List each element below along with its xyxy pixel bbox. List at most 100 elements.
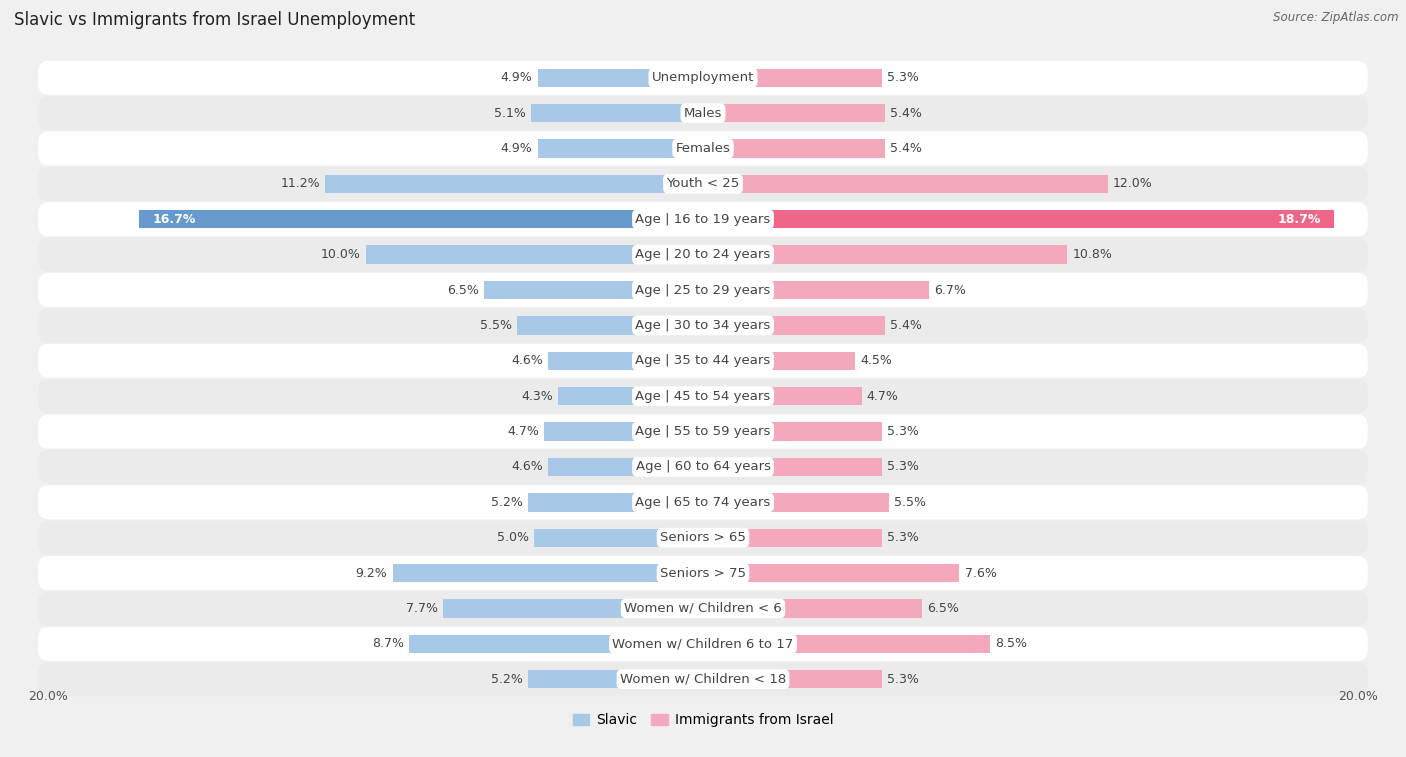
Bar bbox=[558, 387, 703, 406]
FancyBboxPatch shape bbox=[38, 132, 1368, 166]
Bar bbox=[703, 634, 990, 653]
Text: 9.2%: 9.2% bbox=[356, 566, 388, 580]
Text: Source: ZipAtlas.com: Source: ZipAtlas.com bbox=[1274, 11, 1399, 24]
Text: 4.7%: 4.7% bbox=[866, 390, 898, 403]
Bar bbox=[531, 104, 703, 123]
FancyBboxPatch shape bbox=[38, 415, 1368, 449]
Bar bbox=[484, 281, 703, 299]
FancyBboxPatch shape bbox=[38, 627, 1368, 661]
Text: Females: Females bbox=[675, 142, 731, 155]
Legend: Slavic, Immigrants from Israel: Slavic, Immigrants from Israel bbox=[567, 708, 839, 733]
Text: 6.5%: 6.5% bbox=[447, 284, 478, 297]
Text: Youth < 25: Youth < 25 bbox=[666, 177, 740, 191]
Text: Age | 45 to 54 years: Age | 45 to 54 years bbox=[636, 390, 770, 403]
Text: 5.4%: 5.4% bbox=[890, 319, 922, 332]
Text: 18.7%: 18.7% bbox=[1277, 213, 1320, 226]
Bar bbox=[703, 139, 886, 157]
Bar bbox=[548, 458, 703, 476]
FancyBboxPatch shape bbox=[38, 61, 1368, 95]
Bar bbox=[703, 493, 889, 512]
Bar bbox=[703, 245, 1067, 264]
Text: 4.5%: 4.5% bbox=[860, 354, 891, 367]
Text: Age | 20 to 24 years: Age | 20 to 24 years bbox=[636, 248, 770, 261]
Text: 5.0%: 5.0% bbox=[498, 531, 529, 544]
Bar bbox=[703, 422, 882, 441]
Bar bbox=[703, 281, 929, 299]
Text: Seniors > 65: Seniors > 65 bbox=[659, 531, 747, 544]
Text: 5.4%: 5.4% bbox=[890, 107, 922, 120]
Bar bbox=[409, 634, 703, 653]
Text: 7.6%: 7.6% bbox=[965, 566, 997, 580]
Text: 5.5%: 5.5% bbox=[481, 319, 512, 332]
Text: 5.5%: 5.5% bbox=[894, 496, 925, 509]
Text: Age | 25 to 29 years: Age | 25 to 29 years bbox=[636, 284, 770, 297]
FancyBboxPatch shape bbox=[38, 202, 1368, 236]
Bar bbox=[366, 245, 703, 264]
Bar bbox=[703, 69, 882, 87]
Bar bbox=[443, 600, 703, 618]
Bar bbox=[703, 104, 886, 123]
Text: 7.7%: 7.7% bbox=[406, 602, 439, 615]
Bar bbox=[517, 316, 703, 335]
Bar bbox=[703, 175, 1108, 193]
FancyBboxPatch shape bbox=[38, 556, 1368, 590]
Bar bbox=[548, 351, 703, 370]
Text: 4.9%: 4.9% bbox=[501, 142, 533, 155]
Text: Age | 60 to 64 years: Age | 60 to 64 years bbox=[636, 460, 770, 473]
Text: Women w/ Children 6 to 17: Women w/ Children 6 to 17 bbox=[613, 637, 793, 650]
Bar bbox=[703, 528, 882, 547]
Text: 5.1%: 5.1% bbox=[494, 107, 526, 120]
FancyBboxPatch shape bbox=[38, 273, 1368, 307]
Text: 8.5%: 8.5% bbox=[995, 637, 1026, 650]
Text: 12.0%: 12.0% bbox=[1114, 177, 1153, 191]
Text: Age | 65 to 74 years: Age | 65 to 74 years bbox=[636, 496, 770, 509]
Text: 4.6%: 4.6% bbox=[510, 460, 543, 473]
FancyBboxPatch shape bbox=[38, 379, 1368, 413]
Text: Slavic vs Immigrants from Israel Unemployment: Slavic vs Immigrants from Israel Unemplo… bbox=[14, 11, 415, 30]
Bar bbox=[392, 564, 703, 582]
Bar bbox=[703, 564, 959, 582]
Text: 8.7%: 8.7% bbox=[373, 637, 405, 650]
FancyBboxPatch shape bbox=[38, 662, 1368, 696]
FancyBboxPatch shape bbox=[38, 344, 1368, 378]
Bar bbox=[537, 69, 703, 87]
Text: Women w/ Children < 6: Women w/ Children < 6 bbox=[624, 602, 782, 615]
Bar bbox=[703, 210, 1334, 229]
Text: 4.7%: 4.7% bbox=[508, 425, 540, 438]
Text: Age | 16 to 19 years: Age | 16 to 19 years bbox=[636, 213, 770, 226]
Text: 6.7%: 6.7% bbox=[934, 284, 966, 297]
FancyBboxPatch shape bbox=[38, 591, 1368, 625]
Text: Males: Males bbox=[683, 107, 723, 120]
Text: 4.3%: 4.3% bbox=[522, 390, 553, 403]
Text: 4.6%: 4.6% bbox=[510, 354, 543, 367]
Text: 5.3%: 5.3% bbox=[887, 673, 918, 686]
Text: Women w/ Children < 18: Women w/ Children < 18 bbox=[620, 673, 786, 686]
Text: 20.0%: 20.0% bbox=[28, 690, 67, 703]
FancyBboxPatch shape bbox=[38, 96, 1368, 130]
Text: Age | 55 to 59 years: Age | 55 to 59 years bbox=[636, 425, 770, 438]
Text: Unemployment: Unemployment bbox=[652, 71, 754, 84]
Bar bbox=[139, 210, 703, 229]
FancyBboxPatch shape bbox=[38, 521, 1368, 555]
Text: Age | 35 to 44 years: Age | 35 to 44 years bbox=[636, 354, 770, 367]
Text: 5.3%: 5.3% bbox=[887, 71, 918, 84]
Bar bbox=[325, 175, 703, 193]
Bar bbox=[703, 600, 922, 618]
Text: 10.8%: 10.8% bbox=[1073, 248, 1112, 261]
Text: 5.2%: 5.2% bbox=[491, 673, 523, 686]
Bar bbox=[703, 387, 862, 406]
Text: Age | 30 to 34 years: Age | 30 to 34 years bbox=[636, 319, 770, 332]
Bar bbox=[703, 316, 886, 335]
Text: 4.9%: 4.9% bbox=[501, 71, 533, 84]
Text: 10.0%: 10.0% bbox=[321, 248, 360, 261]
FancyBboxPatch shape bbox=[38, 238, 1368, 272]
Text: 20.0%: 20.0% bbox=[1339, 690, 1378, 703]
Bar bbox=[703, 458, 882, 476]
Text: 16.7%: 16.7% bbox=[153, 213, 197, 226]
Bar bbox=[537, 139, 703, 157]
FancyBboxPatch shape bbox=[38, 167, 1368, 201]
Text: 11.2%: 11.2% bbox=[280, 177, 321, 191]
Bar bbox=[534, 528, 703, 547]
Text: 5.3%: 5.3% bbox=[887, 425, 918, 438]
FancyBboxPatch shape bbox=[38, 308, 1368, 342]
